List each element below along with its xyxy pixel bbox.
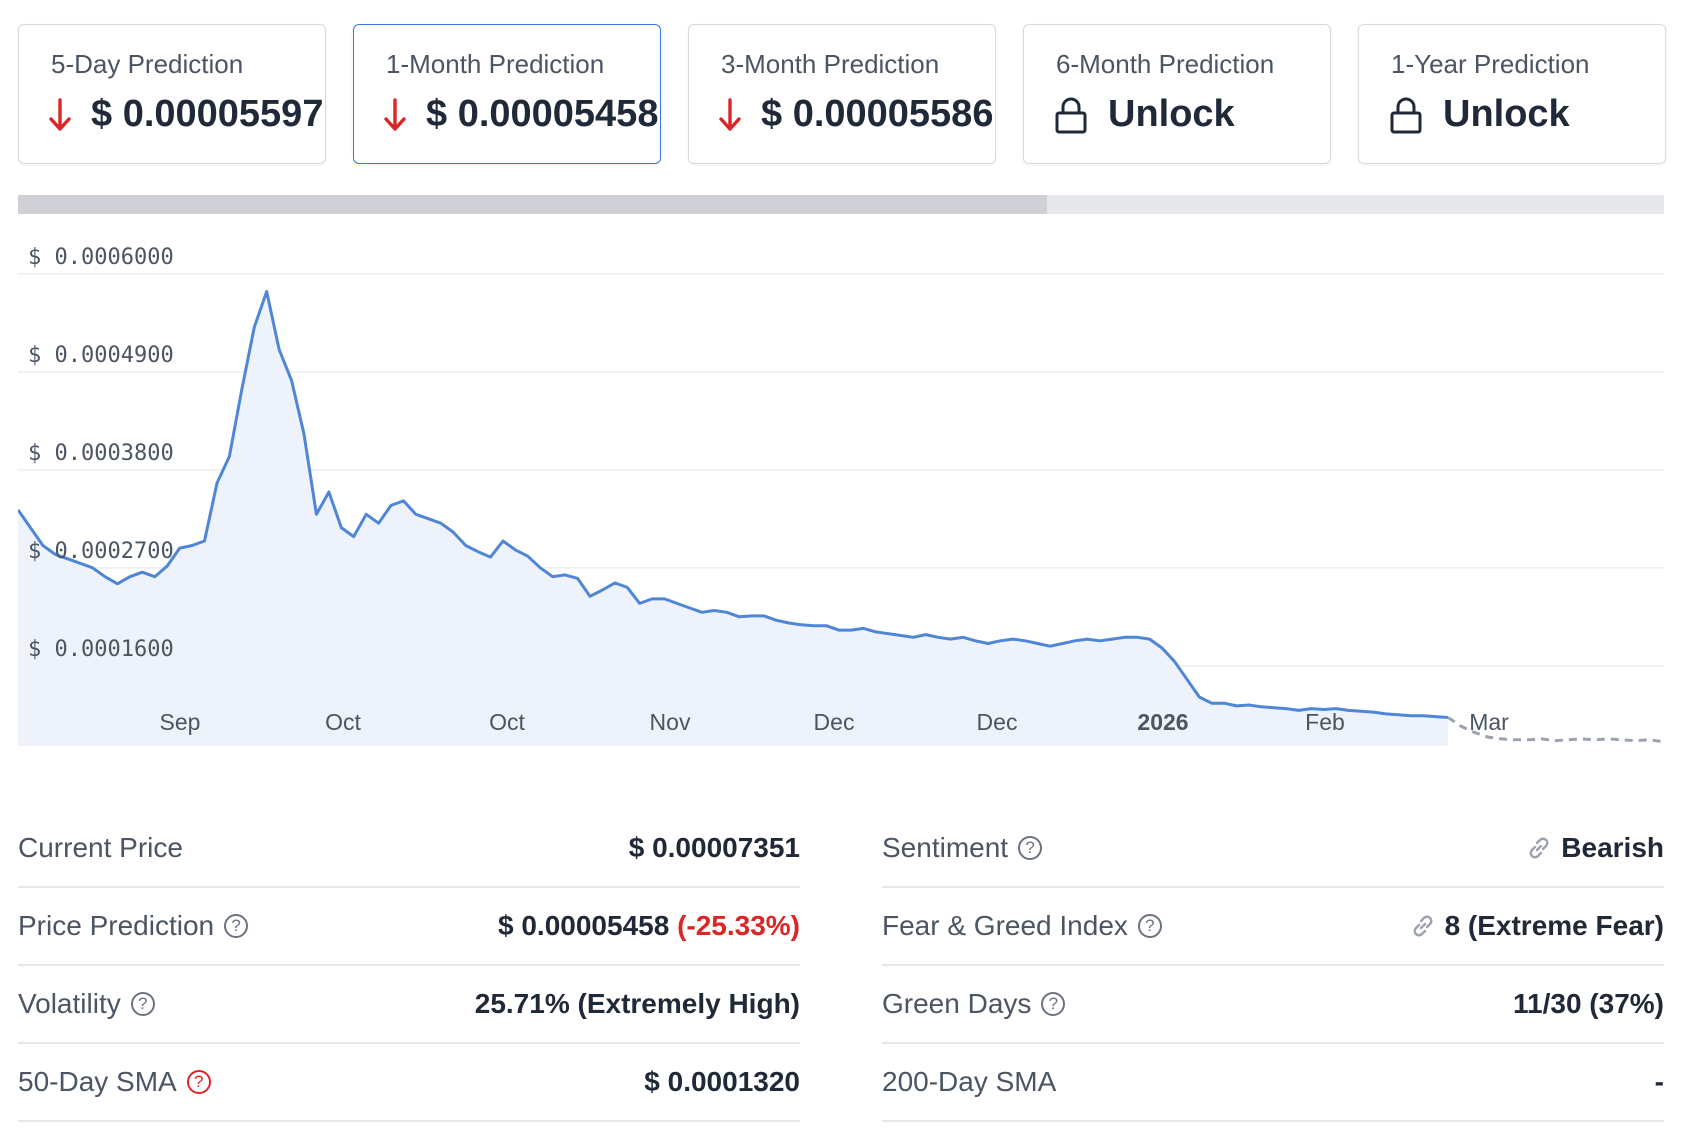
x-axis-tick-label: 2026: [1137, 709, 1188, 735]
card-3-month-prediction[interactable]: 3-Month Prediction $ 0.00005586: [688, 24, 996, 164]
stat-key: Green Days?: [882, 988, 1066, 1020]
x-axis-tick-label: Nov: [650, 709, 691, 735]
card-6-month-prediction[interactable]: 6-Month Prediction Unlock: [1023, 24, 1331, 164]
x-axis-tick-label: Oct: [325, 709, 361, 735]
card-label: 1-Month Prediction: [386, 49, 605, 79]
stat-row-volatility: Volatility? 25.71% (Extremely High): [18, 966, 800, 1044]
y-axis-tick-label: $ 0.0001600: [28, 637, 174, 662]
card-value: $ 0.00005586: [719, 93, 993, 136]
help-icon[interactable]: ?: [130, 992, 155, 1016]
card-value-text: $ 0.00005458: [426, 93, 659, 135]
stat-row-current-price: Current Price $ 0.00007351: [18, 810, 800, 888]
x-axis-tick-label: Mar: [1469, 709, 1509, 735]
arrow-down-icon: [384, 97, 406, 131]
card-5-day-prediction[interactable]: 5-Day Prediction $ 0.00005597: [18, 24, 326, 164]
stat-key: 50-Day SMA?: [18, 1066, 211, 1098]
arrow-down-icon: [719, 97, 741, 131]
stat-value[interactable]: 8 (Extreme Fear): [1409, 910, 1664, 942]
stat-value: $ 0.00005458 (-25.33%): [498, 910, 800, 941]
card-label: 1-Year Prediction: [1391, 49, 1590, 79]
lock-icon: [1055, 97, 1087, 133]
arrow-down-icon: [49, 97, 71, 131]
stat-value: $ 0.00007351: [628, 832, 800, 863]
unlock-link[interactable]: Unlock: [1108, 93, 1235, 135]
stat-change-percent: (-25.33%): [677, 910, 800, 941]
chart-area-fill: [18, 291, 1448, 746]
chart-price-line: [18, 290, 1449, 719]
stat-row-green-days: Green Days? 11/30 (37%): [882, 966, 1664, 1044]
stat-key: Volatility?: [18, 988, 155, 1020]
x-axis-tick-label: Sep: [160, 709, 201, 735]
stat-row-50-day-sma: 50-Day SMA? $ 0.0001320: [18, 1044, 800, 1122]
chart-navigator-scrollbar[interactable]: [18, 195, 1664, 214]
stat-key: Current Price: [18, 832, 183, 863]
card-value-text: $ 0.00005597: [91, 93, 324, 135]
card-label: 3-Month Prediction: [721, 49, 940, 79]
stat-row-fear-greed-index: Fear & Greed Index? 8 (Extreme Fear): [882, 888, 1664, 966]
card-value: $ 0.00005597: [49, 93, 323, 136]
stats-left: Current Price $ 0.00007351 Price Predict…: [18, 810, 800, 1122]
chart-navigator-thumb[interactable]: [18, 195, 1047, 214]
lock-icon: [1390, 97, 1422, 133]
card-value: Unlock: [1054, 93, 1235, 136]
stat-value: 11/30 (37%): [1513, 988, 1664, 1019]
stat-key: Fear & Greed Index?: [882, 910, 1162, 942]
stat-value: 25.71% (Extremely High): [474, 988, 800, 1019]
stat-key: 200-Day SMA: [882, 1066, 1057, 1097]
help-icon[interactable]: ?: [1137, 914, 1162, 938]
y-axis-tick-label: $ 0.0003800: [28, 441, 174, 466]
y-axis-tick-label: $ 0.0004900: [28, 343, 174, 368]
link-icon: [1525, 834, 1553, 862]
card-value: Unlock: [1389, 93, 1570, 136]
x-axis-tick-label: Dec: [814, 709, 855, 735]
stats-right: Sentiment? Bearish Fear & Greed Index? 8…: [882, 810, 1664, 1122]
x-axis-tick-label: Feb: [1305, 709, 1345, 735]
help-icon[interactable]: ?: [1041, 992, 1066, 1016]
chart-forecast-line: [1447, 716, 1663, 743]
help-icon[interactable]: ?: [224, 914, 249, 938]
unlock-link[interactable]: Unlock: [1443, 93, 1570, 135]
price-chart[interactable]: $ 0.0006000 $ 0.0004900 $ 0.0003800 $ 0.000…: [18, 228, 1664, 748]
y-axis-tick-label: $ 0.0006000: [28, 245, 174, 270]
stat-value[interactable]: Bearish: [1525, 832, 1664, 864]
stat-row-price-prediction: Price Prediction? $ 0.00005458 (-25.33%): [18, 888, 800, 966]
y-axis-tick-label: $ 0.0002700: [28, 539, 174, 564]
card-label: 5-Day Prediction: [51, 49, 244, 79]
stat-value: -: [1654, 1066, 1664, 1097]
stat-row-sentiment: Sentiment? Bearish: [882, 810, 1664, 888]
card-1-month-prediction[interactable]: 1-Month Prediction $ 0.00005458: [353, 24, 661, 164]
stat-row-200-day-sma: 200-Day SMA -: [882, 1044, 1664, 1122]
card-1-year-prediction[interactable]: 1-Year Prediction Unlock: [1358, 24, 1666, 164]
stat-key: Sentiment?: [882, 832, 1043, 864]
card-label: 6-Month Prediction: [1056, 49, 1275, 79]
help-icon[interactable]: ?: [186, 1070, 211, 1094]
help-icon[interactable]: ?: [1018, 836, 1043, 860]
card-value-text: $ 0.00005586: [761, 93, 994, 135]
prediction-cards: 5-Day Prediction $ 0.00005597 1-Month Pr…: [18, 24, 1666, 166]
stat-key: Price Prediction?: [18, 910, 249, 942]
link-icon: [1409, 912, 1437, 940]
x-axis-tick-label: Oct: [489, 709, 525, 735]
x-axis-tick-label: Dec: [977, 709, 1018, 735]
stat-value: $ 0.0001320: [644, 1066, 800, 1097]
card-value: $ 0.00005458: [384, 93, 658, 136]
